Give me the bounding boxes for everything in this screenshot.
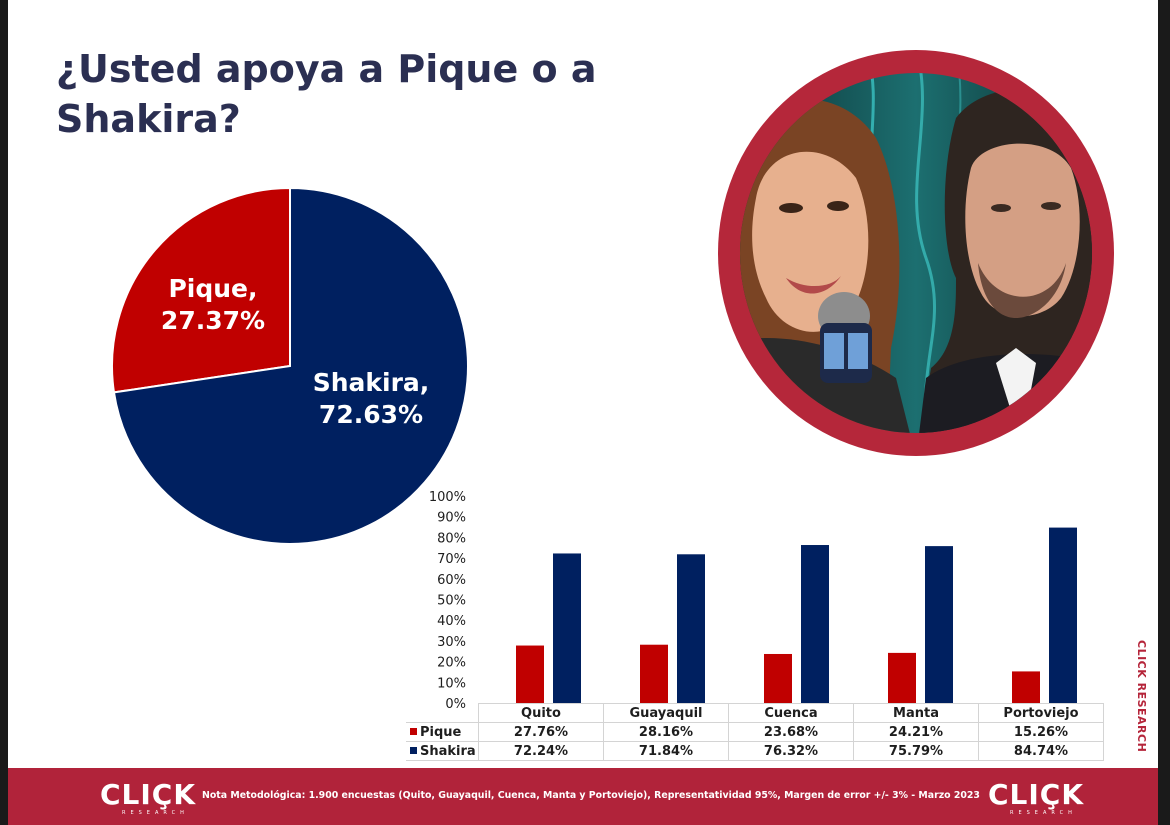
logo-subtext: RESEARCH — [122, 810, 189, 816]
y-tick-label: 20% — [437, 656, 466, 671]
y-tick-label: 10% — [437, 676, 466, 691]
series-name: Shakira — [420, 743, 476, 759]
bar-shakira-portoviejo — [1049, 527, 1077, 703]
bar-pique-manta — [888, 652, 916, 703]
legend-swatch-shakira — [410, 746, 417, 754]
table-row: Pique 27.76% 28.16% 23.68% 24.21% 15.26% — [406, 722, 1104, 742]
page-title: ¿Usted apoya a Pique o a Shakira? — [56, 47, 597, 141]
category-label: Guayaquil — [603, 703, 729, 723]
logo-subtext: RESEARCH — [1010, 810, 1077, 816]
pie-data-label: Shakira, — [313, 368, 430, 397]
bar-shakira-guayaquil — [677, 554, 705, 703]
legend-shakira: Shakira — [406, 741, 479, 761]
table-cell: 75.79% — [853, 741, 979, 761]
table-cell: 23.68% — [728, 722, 854, 742]
series-name: Pique — [420, 724, 462, 740]
bar-pique-portoviejo — [1012, 671, 1040, 703]
table-cell: 24.21% — [853, 722, 979, 742]
table-cell: 28.16% — [603, 722, 729, 742]
table-corner — [406, 703, 479, 723]
pie-data-label: 72.63% — [319, 400, 423, 429]
legend-pique: Pique — [406, 722, 479, 742]
table-cell: 71.84% — [603, 741, 729, 761]
pie-data-label: 27.37% — [161, 306, 265, 335]
table-cell: 84.74% — [978, 741, 1104, 761]
click-logo-left: CLIÇK RESEARCH — [100, 778, 197, 816]
shakira-pique-photo — [718, 50, 1114, 456]
y-tick-label: 40% — [437, 614, 466, 629]
bar-shakira-manta — [925, 546, 953, 703]
logo-text: CLIÇK — [988, 778, 1085, 811]
bar-pique-guayaquil — [640, 644, 668, 703]
table-cell: 72.24% — [478, 741, 604, 761]
bar-chart: 0%10%20%30%40%50%60%70%80%90%100% — [429, 490, 1077, 712]
y-tick-label: 30% — [437, 635, 466, 650]
legend-swatch-pique — [410, 727, 417, 735]
pie-data-label: Pique, — [168, 274, 257, 303]
footer-bar: CLIÇK RESEARCH Nota Metodológica: 1.900 e… — [8, 768, 1158, 825]
category-label: Manta — [853, 703, 979, 723]
side-brand-label: CLICK RESEARCH — [1135, 640, 1148, 753]
table-cell: 15.26% — [978, 722, 1104, 742]
logo-text: CLIÇK — [100, 778, 197, 811]
category-label: Cuenca — [728, 703, 854, 723]
data-table: Quito Guayaquil Cuenca Manta Portoviejo … — [406, 703, 1104, 761]
y-tick-label: 60% — [437, 573, 466, 588]
table-header-row: Quito Guayaquil Cuenca Manta Portoviejo — [406, 703, 1104, 723]
y-tick-label: 90% — [437, 511, 466, 526]
bar-shakira-cuenca — [801, 545, 829, 703]
category-label: Quito — [478, 703, 604, 723]
bar-pique-quito — [516, 645, 544, 703]
bar-pique-cuenca — [764, 653, 792, 703]
table-cell: 76.32% — [728, 741, 854, 761]
click-logo-right: CLIÇK RESEARCH — [988, 778, 1085, 816]
category-label: Portoviejo — [978, 703, 1104, 723]
pie-chart: Pique, 27.37% Shakira, 72.63% — [111, 186, 469, 545]
y-tick-label: 70% — [437, 552, 466, 567]
pie-slice-pique — [111, 186, 291, 394]
table-row: Shakira 72.24% 71.84% 76.32% 75.79% 84.7… — [406, 741, 1104, 761]
methodology-note: Nota Metodológica: 1.900 encuestas (Quit… — [202, 790, 980, 801]
y-tick-label: 80% — [437, 531, 466, 546]
y-tick-label: 50% — [437, 594, 466, 609]
slide: ¿Usted apoya a Pique o a Shakira? Pique,… — [8, 0, 1158, 825]
bar-shakira-quito — [553, 553, 581, 703]
table-cell: 27.76% — [478, 722, 604, 742]
pie-slice-shakira — [112, 186, 469, 545]
y-tick-label: 100% — [429, 490, 466, 505]
